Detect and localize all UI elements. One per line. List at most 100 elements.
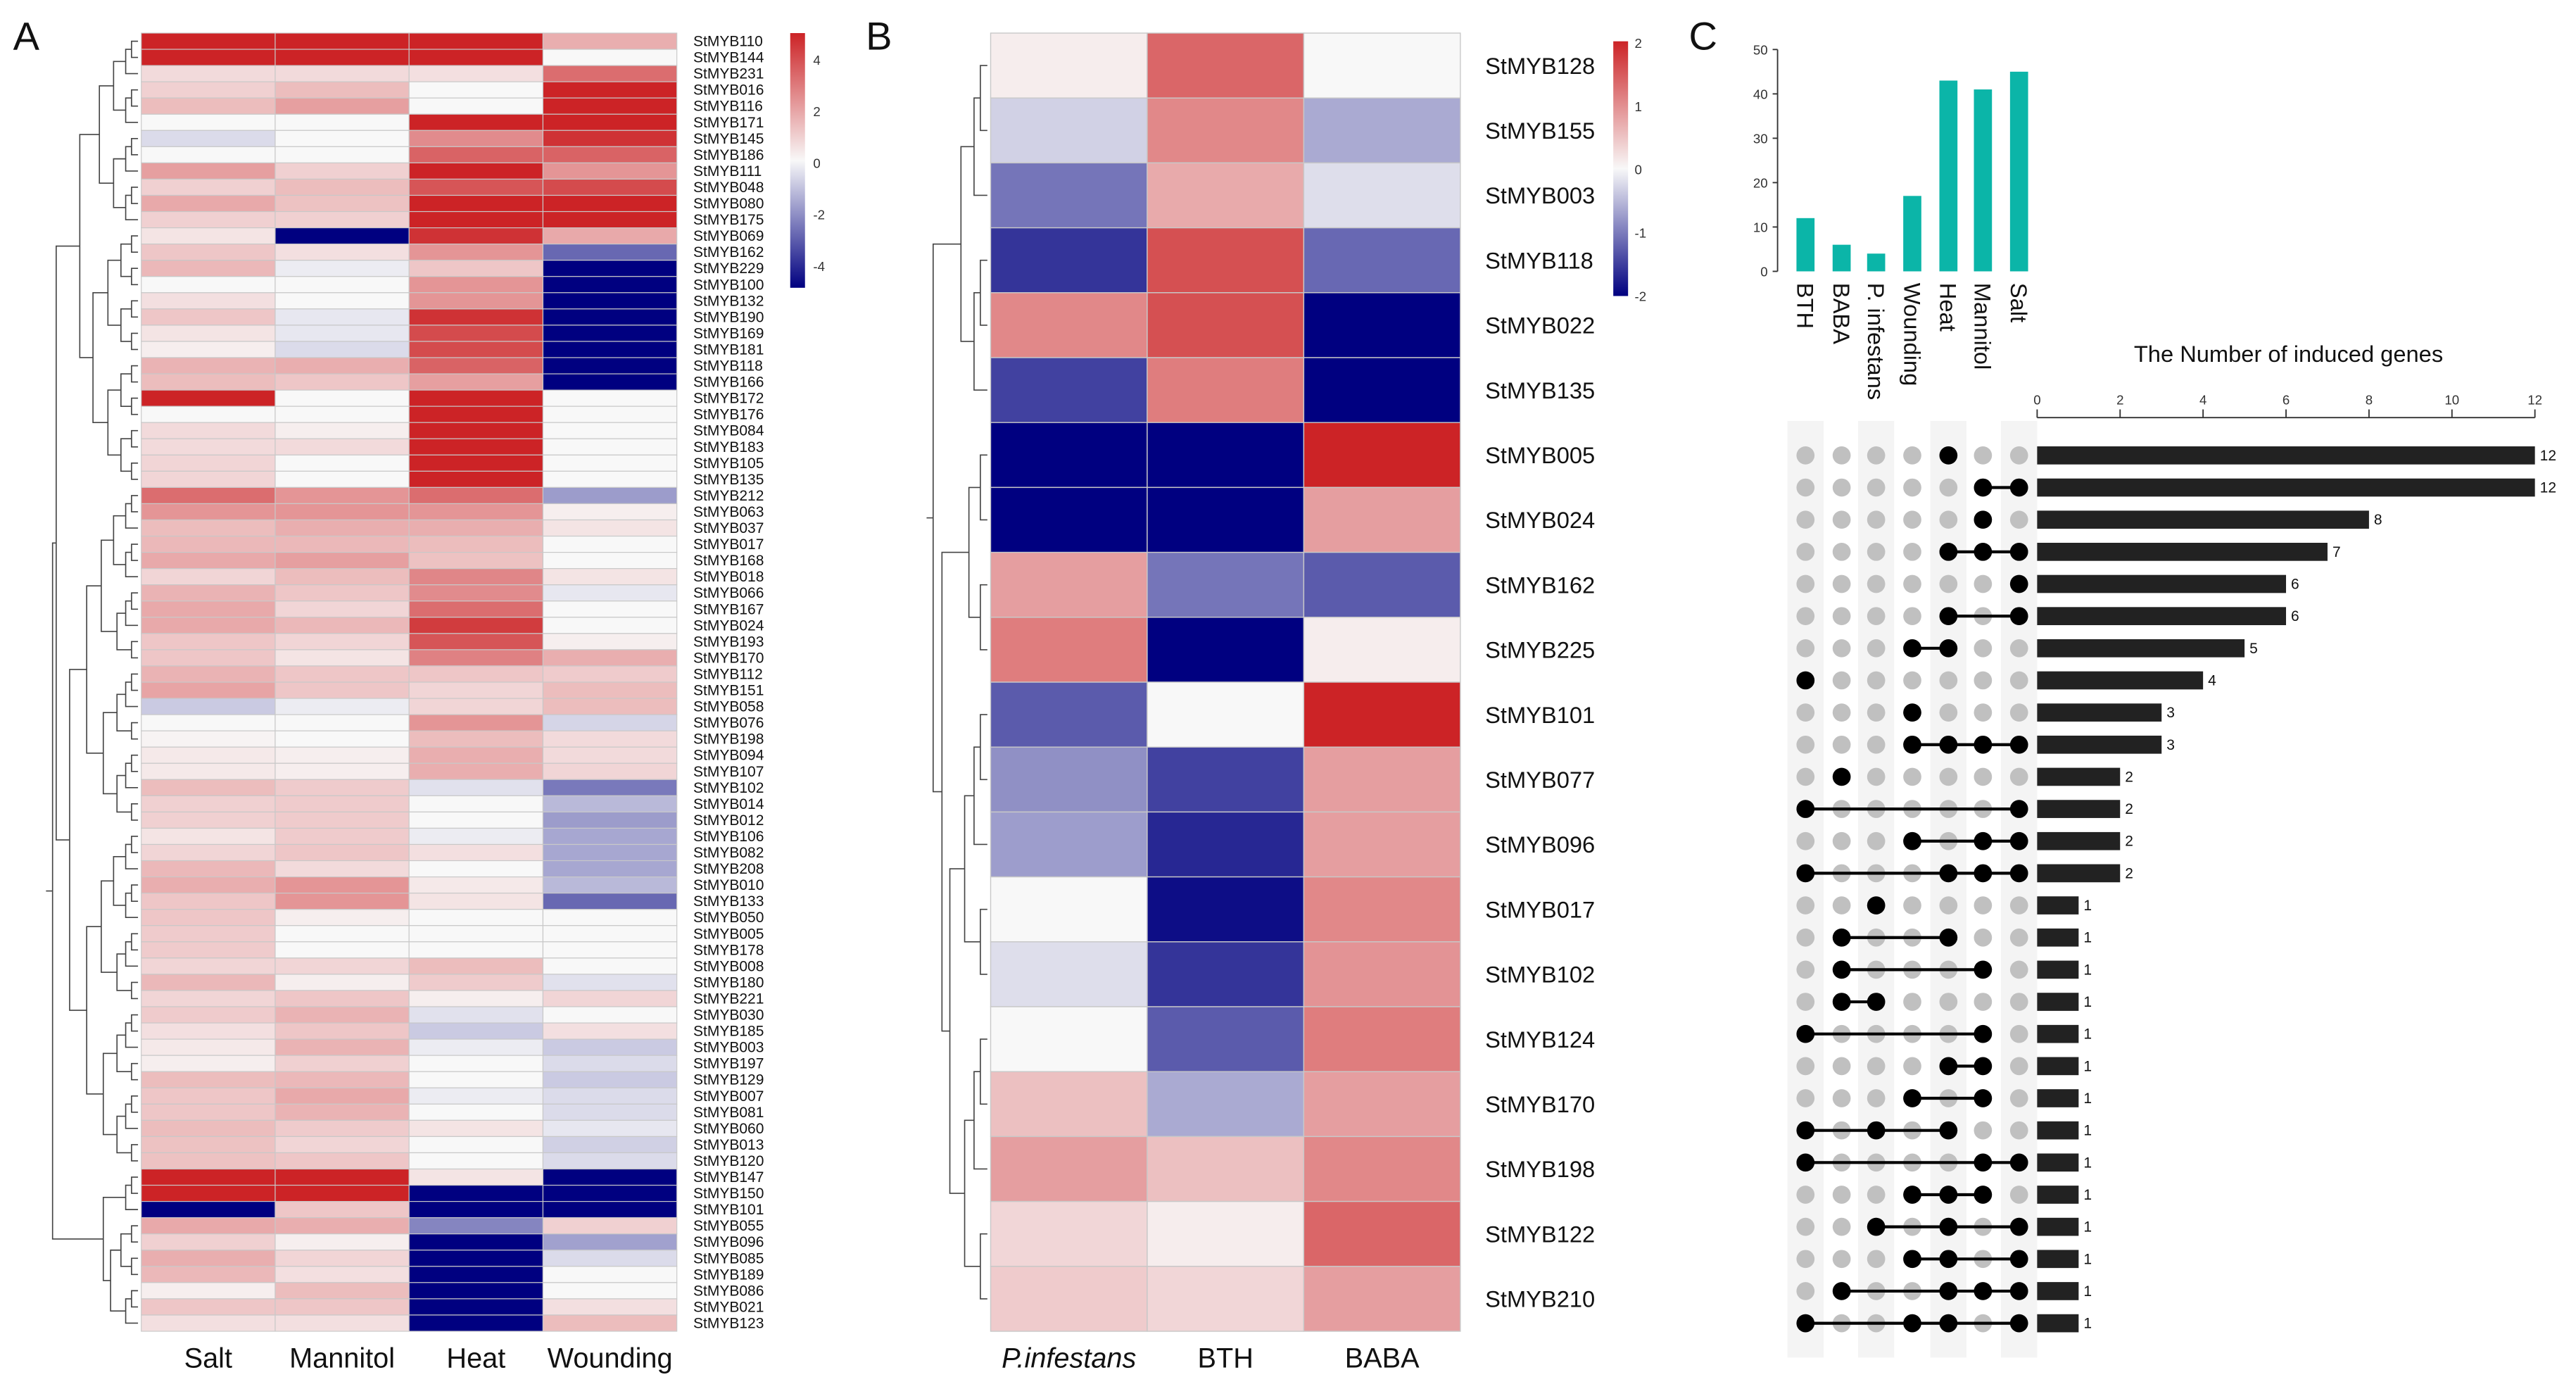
intersection-count: 1 [2083, 1187, 2092, 1203]
heatmap-cell [408, 649, 544, 667]
heatmap-cell [141, 357, 276, 375]
matrix-dot-on [2009, 607, 2028, 625]
gene-label: StMYB111 [693, 163, 762, 180]
heatmap-cell [141, 97, 276, 115]
matrix-dot-on [1974, 1153, 1993, 1172]
gene-label: StMYB129 [693, 1072, 764, 1088]
heatmap-cell [1303, 876, 1461, 943]
heatmap-cell [542, 1006, 678, 1024]
dendrogram-branch [116, 953, 132, 991]
gene-label: StMYB169 [693, 325, 764, 341]
intersection-bar [2037, 478, 2535, 497]
set-size-bar [1796, 218, 1815, 272]
heatmap-cell [1303, 32, 1461, 99]
heatmap-cell [1147, 97, 1305, 164]
dendrogram-branch [980, 584, 987, 650]
heatmap-cell [274, 308, 410, 326]
heatmap-cell [1303, 1071, 1461, 1138]
matrix-dot-on [2009, 1217, 2028, 1236]
matrix-dot-off [2009, 960, 2028, 979]
intersection-count: 1 [2083, 1219, 2092, 1236]
heatmap-cell [141, 1119, 276, 1137]
heatmap-cell [141, 65, 276, 82]
matrix-dot-off [2009, 703, 2028, 722]
heatmap-cell [141, 827, 276, 846]
heatmap-cell [1303, 422, 1461, 489]
y-tick-label: 0 [1760, 264, 1767, 279]
matrix-dot-off [1796, 1250, 1815, 1269]
intersection-count: 1 [2083, 1091, 2092, 1107]
matrix-dot-on [1939, 928, 1958, 947]
matrix-dot-on [1796, 1024, 1815, 1043]
gene-label: StMYB086 [693, 1283, 764, 1299]
matrix-dot-off [1867, 703, 1886, 722]
gene-label: StMYB151 [693, 683, 764, 699]
heatmap-cell [274, 486, 410, 505]
gene-label: StMYB189 [693, 1267, 764, 1283]
heatmap-cell [274, 1233, 410, 1251]
matrix-dot-off [1939, 767, 1958, 786]
heatmap-cell [141, 1103, 276, 1121]
matrix-dot-off [1796, 510, 1815, 529]
heatmap-cell [542, 81, 678, 99]
colorbar-tick-label: -1 [1635, 226, 1647, 241]
heatmap-cell [274, 470, 410, 488]
set-size-bar-chart: 0 10 20 30 40 50 BTH BABA P. infestans Wounding He… [1753, 42, 2032, 400]
heatmap-cell [542, 1152, 678, 1170]
matrix-dot-off [1796, 831, 1815, 850]
matrix-dot-on [1796, 671, 1815, 690]
matrix-dot-off [1832, 639, 1851, 658]
intersection-bar [2037, 831, 2121, 850]
gene-label: StMYB048 [693, 180, 764, 196]
heatmap-cell [141, 746, 276, 764]
heatmap-cell [141, 162, 276, 180]
matrix-dot-on [1832, 960, 1851, 979]
gene-label: StMYB080 [693, 196, 764, 212]
heatmap-cell [1147, 876, 1305, 943]
heatmap-cell [141, 1136, 276, 1154]
heatmap-cell [1147, 811, 1305, 878]
heatmap-cell [990, 486, 1148, 553]
intersection-bar [2037, 864, 2121, 883]
heatmap-cell [408, 1168, 544, 1186]
heatmap-cell [408, 325, 544, 342]
matrix-dot-off [1832, 1089, 1851, 1107]
heatmap-cell [274, 698, 410, 715]
matrix-dot-off [2009, 1024, 2028, 1043]
intersection-bar [2037, 767, 2121, 786]
gene-label: StMYB162 [1485, 572, 1595, 598]
heatmap-cell [274, 389, 410, 407]
matrix-dot-off [1867, 831, 1886, 850]
heatmap-cell [141, 957, 276, 975]
heatmap-cell [542, 422, 678, 439]
colorbar-tick-label: -2 [813, 208, 825, 222]
heatmap-cell [542, 730, 678, 748]
heatmap-cell [990, 97, 1148, 164]
matrix-dot-on [1974, 1089, 1993, 1107]
gene-label: StMYB147 [693, 1169, 764, 1186]
heatmap-cell [542, 1314, 678, 1332]
heatmap-cell [408, 357, 544, 375]
matrix-dot-on [1974, 864, 1993, 883]
gene-label: StMYB096 [1485, 831, 1595, 857]
heatmap-cell [274, 422, 410, 439]
matrix-dot-off [2009, 671, 2028, 690]
heatmap-cell [141, 698, 276, 715]
dendrogram-branch [964, 795, 980, 943]
gene-label: StMYB166 [693, 375, 764, 391]
dendrogram-branch [107, 259, 121, 326]
matrix-dot-off [1867, 446, 1886, 465]
heatmap-cell [274, 210, 410, 229]
matrix-dot-on [1939, 607, 1958, 625]
colorbar-a [790, 32, 805, 288]
heatmap-cell [542, 1103, 678, 1121]
heatmap-cell [542, 714, 678, 731]
heatmap-cell [990, 746, 1148, 813]
heatmap-cell [141, 194, 276, 213]
heatmap-cell [141, 925, 276, 943]
heatmap-cell [542, 681, 678, 699]
heatmap-cell [141, 244, 276, 261]
heatmap-cell [141, 974, 276, 991]
heatmap-cell [274, 1168, 410, 1186]
set-label: BTH [1793, 283, 1819, 329]
